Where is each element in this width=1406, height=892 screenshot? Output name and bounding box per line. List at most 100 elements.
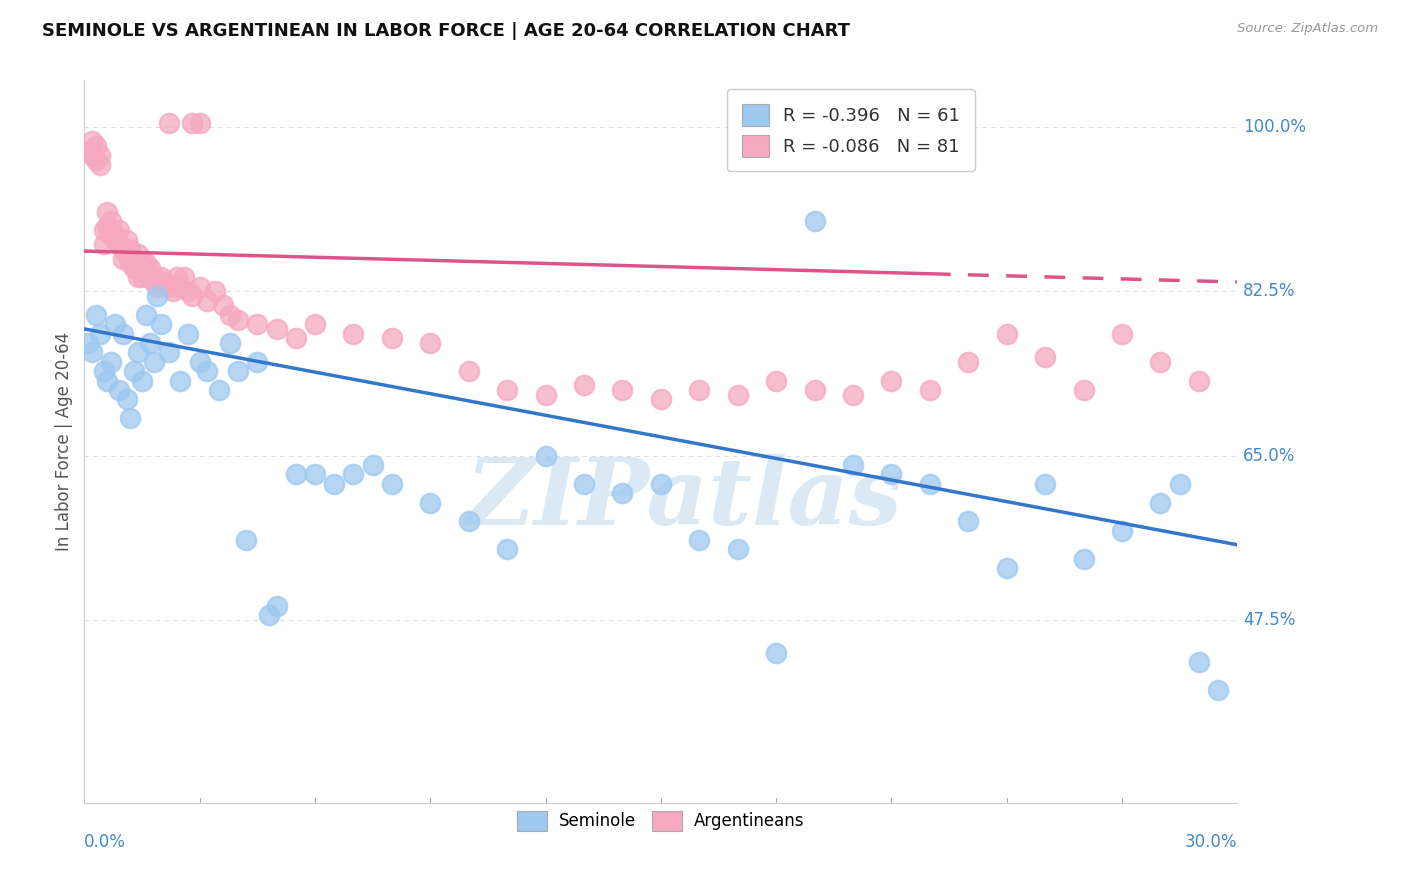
Point [219,336,242,351]
Point [124,252,146,266]
Text: 0.0%: 0.0% [84,833,127,851]
Point [153,275,176,289]
Point [138,260,160,275]
Point [650,476,672,491]
Point [120,242,142,256]
Point [842,458,865,472]
Text: SEMINOLE VS ARGENTINEAN IN LABOR FORCE | AGE 20-64 CORRELATION CHART: SEMINOLE VS ARGENTINEAN IN LABOR FORCE |… [42,22,851,40]
Legend: Seminole, Argentineans: Seminole, Argentineans [510,805,811,838]
Point [457,364,479,378]
Point [612,486,634,500]
Point [93,223,115,237]
Point [169,374,191,388]
Point [157,345,180,359]
Point [1149,495,1171,509]
Point [108,223,131,237]
Point [96,374,118,388]
Point [124,260,146,275]
Point [93,364,115,378]
Point [93,237,115,252]
Point [181,289,204,303]
Point [361,458,384,472]
Point [1111,326,1133,341]
Point [162,285,184,299]
Point [1168,476,1191,491]
Point [765,646,787,660]
Text: 82.5%: 82.5% [1243,283,1295,301]
Point [226,312,249,326]
Point [842,387,865,401]
Point [157,279,180,293]
Point [219,308,242,322]
Point [77,144,100,158]
Point [572,378,595,392]
Point [127,247,149,261]
Point [381,476,404,491]
Point [108,383,131,397]
Text: 30.0%: 30.0% [1185,833,1237,851]
Point [142,270,165,285]
Point [204,285,226,299]
Point [534,387,557,401]
Point [131,270,153,285]
Point [880,374,903,388]
Point [124,364,146,378]
Point [84,139,107,153]
Point [688,533,710,547]
Point [1033,350,1056,364]
Point [188,355,211,369]
Text: 65.0%: 65.0% [1243,447,1295,465]
Point [96,204,118,219]
Point [803,214,825,228]
Point [181,115,204,129]
Point [496,383,519,397]
Text: ZIPatlas: ZIPatlas [465,454,903,544]
Point [100,355,122,369]
Point [138,270,160,285]
Point [135,308,157,322]
Text: 47.5%: 47.5% [1243,611,1295,629]
Point [108,237,131,252]
Point [127,270,149,285]
Point [266,599,288,613]
Point [142,275,165,289]
Point [80,148,103,162]
Point [419,336,441,351]
Point [612,383,634,397]
Point [572,476,595,491]
Point [138,336,160,351]
Text: 100.0%: 100.0% [1243,119,1306,136]
Point [246,318,269,332]
Point [342,467,364,482]
Point [131,256,153,270]
Point [1073,383,1095,397]
Point [957,355,980,369]
Point [1111,524,1133,538]
Point [115,233,138,247]
Point [266,322,288,336]
Point [84,308,107,322]
Point [127,345,149,359]
Point [77,336,100,351]
Point [142,355,165,369]
Point [457,514,479,528]
Point [208,383,231,397]
Point [1149,355,1171,369]
Point [257,608,280,623]
Point [104,318,127,332]
Point [166,270,188,285]
Point [1073,551,1095,566]
Point [89,148,111,162]
Point [1188,655,1211,669]
Point [157,115,180,129]
Point [135,256,157,270]
Point [995,326,1018,341]
Point [235,533,257,547]
Point [120,411,142,425]
Point [120,256,142,270]
Point [995,561,1018,575]
Point [177,285,200,299]
Point [1206,683,1229,698]
Point [211,298,233,312]
Point [135,266,157,280]
